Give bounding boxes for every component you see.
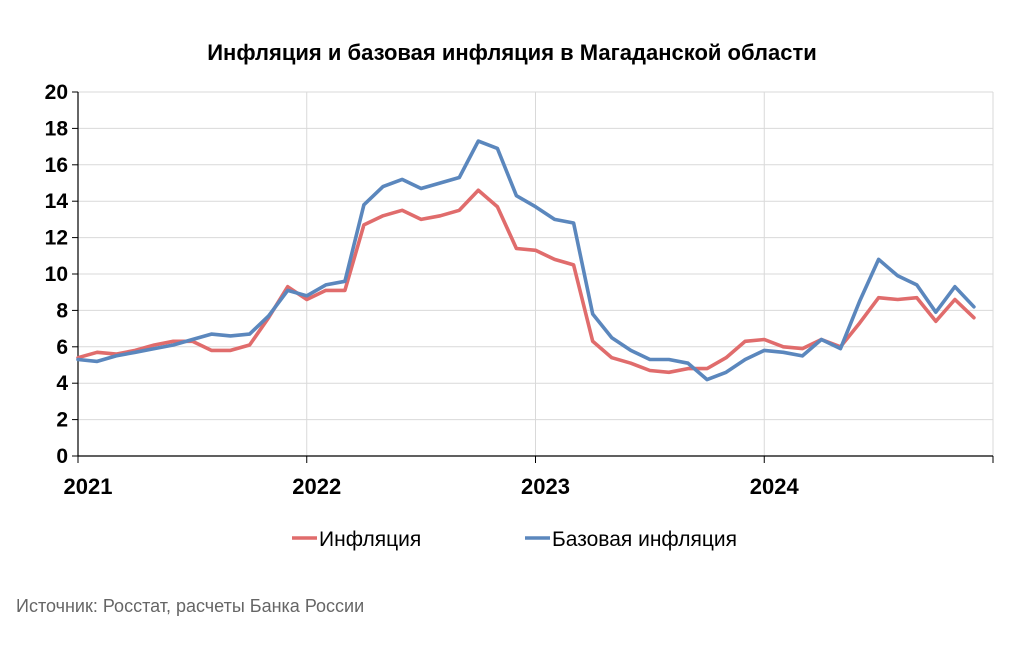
x-tick-label: 2023 [521,474,570,499]
y-tick-label: 16 [45,154,68,177]
y-tick-label: 18 [45,117,69,140]
y-tick-label: 4 [56,372,68,395]
x-tick-label: 2024 [750,474,800,499]
series-line-core-inflation [76,139,976,382]
axes: 0 2 4 6 8 10 12 14 16 18 20 2021 2022 2023 2024 [45,81,994,499]
y-tick-label: 12 [45,227,68,250]
gridlines [78,91,994,456]
legend: Инфляция Базовая инфляция [292,528,737,551]
x-tick-label: 2022 [292,474,341,499]
x-tick-label: 2021 [64,474,113,499]
y-tick-label: 2 [56,409,68,432]
y-tick-label: 8 [56,299,68,322]
series-line-inflation [76,188,976,375]
series-lines [76,139,976,382]
y-tick-label: 0 [56,445,68,468]
y-tick-label: 14 [45,190,69,213]
y-tick-label: 10 [45,263,68,286]
source-note: Источник: Росстат, расчеты Банка России [16,596,364,616]
chart-title: Инфляция и базовая инфляция в Магаданско… [207,40,817,65]
legend-label-core-inflation: Базовая инфляция [552,528,737,551]
y-tick-label: 6 [56,336,68,359]
y-tick-label: 20 [45,81,68,104]
legend-label-inflation: Инфляция [319,528,421,551]
